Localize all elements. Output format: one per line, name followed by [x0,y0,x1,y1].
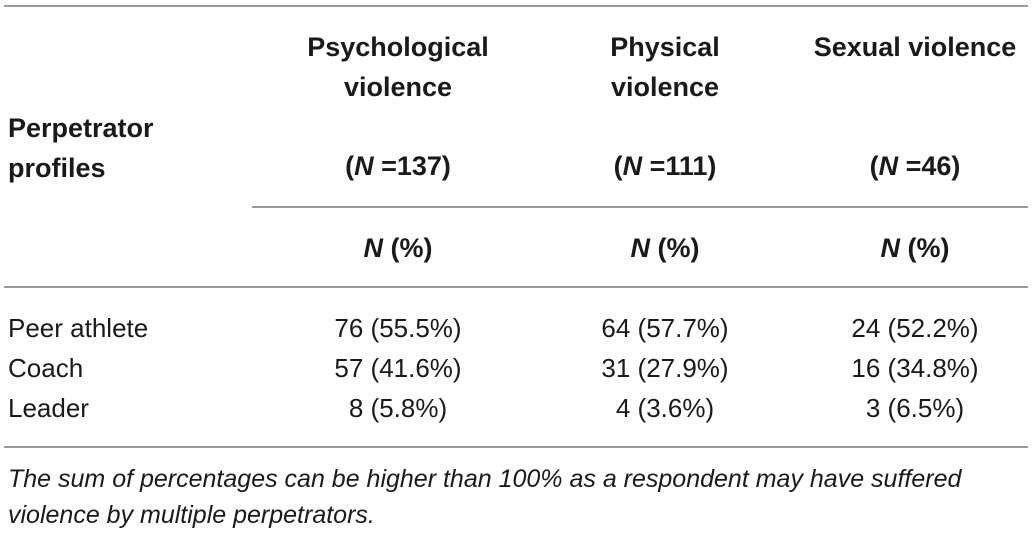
stat-symbol: N [630,233,651,263]
column-header-line: Physical [610,32,720,62]
table-bottom-rule [4,446,1028,448]
stat-header-physical: N (%) [535,228,795,268]
column-header-line: Psychological [307,32,489,62]
table-row: Peer athlete 76 (55.5%) 64 (57.7%) 24 (5… [0,308,1034,348]
stub-header-line: profiles [8,153,106,183]
column-header-line: violence [343,72,453,102]
sample-size-physical: (N =111) [613,151,717,181]
table-cell: 8 (5.8%) [348,393,448,423]
row-label: Coach [8,353,84,383]
column-header-sexual: Sexual violence [795,27,1034,67]
sample-size-value: =46 [898,151,952,181]
table-cell: 76 (55.5%) [334,313,462,343]
table-cell: 31 (27.9%) [601,353,729,383]
stat-unit: (%) [650,233,700,263]
table-cell: 64 (57.7%) [601,313,729,343]
stat-unit: (%) [900,233,950,263]
stat-symbol: N [363,233,384,263]
column-header-line: Sexual violence [813,32,1017,62]
column-group-rule [252,206,1028,208]
stat-header-sexual: N (%) [795,228,1034,268]
sample-size-symbol: N [354,151,374,181]
table-footnote: The sum of percentages can be higher tha… [8,465,962,529]
sample-size-symbol: N [878,151,899,181]
sample-size-value: =137 [373,151,442,181]
table-cell: 57 (41.6%) [334,353,462,383]
table-row: Leader 8 (5.8%) 4 (3.6%) 3 (6.5%) [0,388,1034,428]
sample-size-value: =111 [642,151,708,181]
stat-header-psychological: N (%) [268,228,528,268]
table-cell: 3 (6.5%) [865,393,965,423]
header-body-rule [4,286,1028,288]
sample-size-sexual: (N =46) [869,151,961,181]
table-cell: 24 (52.2%) [851,313,979,343]
column-header-line: violence [610,72,720,102]
table-row: Coach 57 (41.6%) 31 (27.9%) 16 (34.8%) [0,348,1034,388]
stat-symbol: N [880,233,901,263]
stub-header: Perpetrator profiles [8,108,248,188]
stub-header-line: Perpetrator [8,113,154,143]
row-label: Peer athlete [8,313,149,343]
stat-unit: (%) [383,233,433,263]
column-header-psychological: Psychological violence [268,27,528,107]
column-header-physical: Physical violence [535,27,795,107]
sample-size-psychological: (N =137) [345,151,451,181]
table-cell: 4 (3.6%) [615,393,715,423]
table-cell: 16 (34.8%) [851,353,979,383]
table-top-rule [4,5,1028,7]
sample-size-symbol: N [622,151,643,181]
row-label: Leader [8,393,89,423]
